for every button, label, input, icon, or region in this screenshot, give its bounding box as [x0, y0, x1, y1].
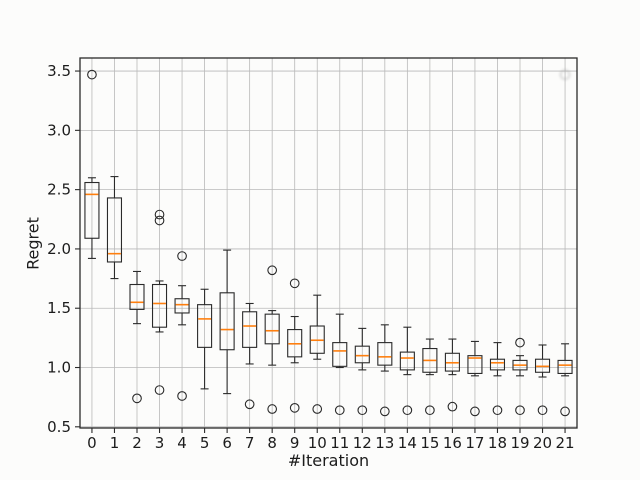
outlier-marker: [492, 405, 503, 416]
iqr-box: [151, 283, 168, 328]
outlier-marker: [267, 404, 278, 414]
outlier-marker: [87, 69, 97, 80]
iqr-box: [287, 329, 303, 358]
outlier-marker: [154, 385, 165, 395]
iqr-box: [129, 283, 145, 310]
x-axis-label: #Iteration: [287, 451, 370, 470]
x-tick-label: 14: [398, 434, 417, 452]
iqr-box: [512, 359, 528, 371]
y-axis-label: Regret: [23, 217, 43, 270]
y-tick-label: 3.5: [47, 62, 71, 80]
iqr-box: [197, 304, 213, 348]
x-tick-label: 0: [87, 434, 97, 452]
ghost-marker: [559, 69, 571, 81]
iqr-box: [264, 313, 280, 345]
x-tick-label: 2: [132, 434, 142, 452]
x-tick-label: 20: [533, 434, 552, 452]
outlier-marker: [267, 265, 278, 276]
outlier-marker: [447, 401, 458, 412]
x-tick-label: 5: [200, 434, 210, 452]
iqr-box: [332, 342, 348, 367]
x-tick-label: 6: [222, 434, 232, 452]
outlier-marker: [289, 278, 300, 289]
outlier-marker: [379, 406, 390, 417]
iqr-box: [557, 359, 573, 374]
iqr-box: [354, 345, 370, 364]
iqr-box: [489, 358, 506, 371]
y-tick-label: 1.0: [47, 359, 71, 377]
iqr-box: [219, 292, 235, 351]
x-tick-label: 8: [267, 434, 277, 452]
outlier-marker: [515, 405, 525, 416]
outlier-marker: [537, 405, 548, 416]
outlier-marker: [357, 405, 368, 416]
outlier-marker: [334, 405, 345, 416]
y-tick-label: 2.5: [47, 181, 71, 199]
x-tick-label: 12: [353, 434, 372, 452]
x-tick-label: 18: [488, 434, 507, 452]
outlier-marker: [154, 215, 165, 226]
y-tick-label: 0.5: [47, 418, 71, 436]
iqr-box: [309, 325, 325, 354]
x-tick-label: 15: [420, 434, 439, 452]
x-tick-label: 10: [308, 434, 327, 452]
outlier-marker: [132, 393, 142, 404]
outlier-marker: [470, 406, 480, 417]
iqr-box: [106, 197, 123, 263]
outlier-marker: [289, 402, 300, 413]
iqr-box: [399, 351, 415, 371]
iqr-box: [444, 352, 460, 372]
iqr-box: [377, 342, 393, 366]
iqr-box: [534, 358, 551, 373]
x-tick-label: 1: [110, 434, 120, 452]
x-tick-label: 17: [465, 434, 484, 452]
y-tick-label: 1.5: [47, 299, 71, 317]
x-tick-label: 4: [177, 434, 187, 452]
y-tick-label: 2.0: [47, 240, 71, 258]
iqr-box: [422, 347, 438, 373]
x-tick-label: 19: [510, 434, 529, 452]
outlier-marker: [402, 405, 413, 416]
iqr-box: [84, 181, 100, 239]
outlier-marker: [244, 399, 255, 410]
x-tick-label: 16: [443, 434, 462, 452]
x-tick-label: 7: [245, 434, 255, 452]
iqr-box: [174, 298, 190, 314]
outlier-marker: [154, 209, 165, 220]
y-tick-label: 3.0: [47, 121, 71, 139]
outlier-marker: [177, 251, 187, 261]
outlier-marker: [177, 391, 187, 401]
x-tick-label: 21: [556, 434, 575, 452]
plot-area-border: [79, 57, 578, 429]
outlier-marker: [312, 404, 323, 414]
outlier-marker: [515, 337, 525, 348]
iqr-box: [242, 311, 258, 348]
outlier-marker: [425, 405, 435, 416]
outlier-marker: [560, 406, 570, 417]
x-tick-label: 9: [290, 434, 300, 452]
x-tick-label: 11: [330, 434, 349, 452]
x-tick-label: 3: [155, 434, 165, 452]
x-tick-label: 13: [375, 434, 394, 452]
iqr-box: [467, 355, 483, 374]
